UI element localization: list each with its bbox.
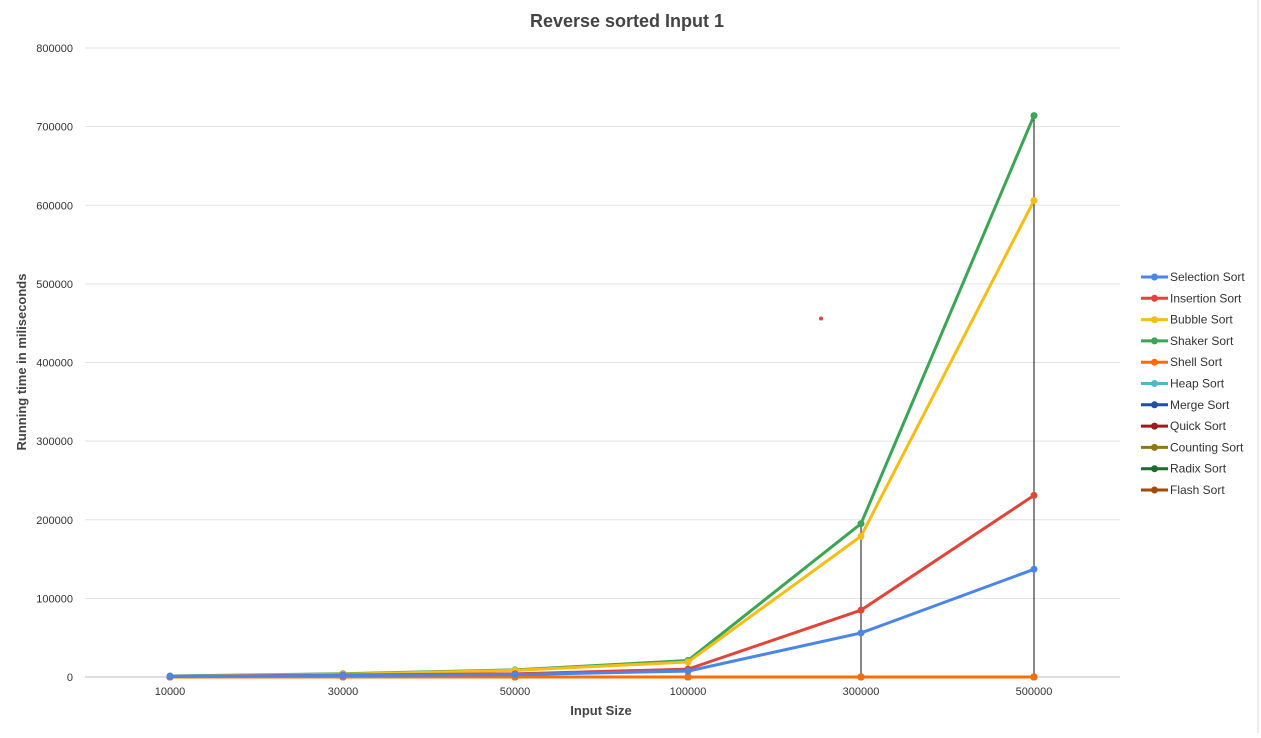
- legend-swatch-point: [1151, 380, 1158, 387]
- legend-label: Insertion Sort: [1170, 291, 1242, 305]
- y-axis-label: Running time in miliseconds: [14, 274, 29, 451]
- y-axis-ticks: 0 100000 200000 300000 400000 500000 600000 700…: [36, 43, 73, 684]
- legend-label: Radix Sort: [1170, 462, 1227, 476]
- series-bubble-sort: [166, 197, 1038, 680]
- legend-item: Counting Sort: [1141, 440, 1244, 454]
- y-tick-label: 200000: [36, 515, 73, 527]
- legend-item: Radix Sort: [1141, 462, 1227, 476]
- y-tick-label: 700000: [36, 122, 73, 134]
- data-point: [1030, 197, 1038, 205]
- legend-label: Bubble Sort: [1170, 313, 1233, 327]
- legend-item: Insertion Sort: [1141, 291, 1242, 305]
- data-point: [857, 606, 865, 614]
- y-tick-label: 600000: [36, 200, 73, 212]
- legend-label: Counting Sort: [1170, 440, 1244, 454]
- legend-swatch-point: [1151, 443, 1158, 451]
- y-tick-label: 400000: [36, 358, 73, 370]
- legend-item: Merge Sort: [1141, 398, 1230, 412]
- y-tick-label: 0: [67, 672, 73, 684]
- chart-title: Reverse sorted Input 1: [530, 11, 724, 31]
- annotation-point: [819, 316, 823, 321]
- grid-layer: [85, 47, 1120, 678]
- series-line: [168, 199, 1036, 678]
- x-tick-label: 50000: [500, 686, 531, 698]
- legend-swatch-point: [1151, 401, 1158, 409]
- data-point: [1030, 565, 1038, 573]
- legend-label: Heap Sort: [1170, 377, 1225, 391]
- y-tick-label: 100000: [36, 593, 73, 605]
- x-tick-label: 500000: [1016, 686, 1053, 698]
- y-tick-label: 800000: [36, 43, 73, 55]
- y-tick-label: 500000: [36, 279, 73, 291]
- x-axis-ticks: 10000 30000 50000 100000 300000 500000: [155, 686, 1053, 698]
- legend-swatch-point: [1151, 422, 1158, 430]
- legend-label: Selection Sort: [1170, 270, 1245, 284]
- data-point: [857, 673, 865, 681]
- legend-swatch-point: [1151, 273, 1158, 281]
- data-point: [1030, 112, 1038, 120]
- data-point: [511, 671, 519, 679]
- series-line: [168, 114, 1036, 678]
- series-line: [168, 493, 1036, 678]
- data-point: [166, 672, 174, 680]
- legend-label: Quick Sort: [1170, 419, 1227, 433]
- legend-item: Quick Sort: [1141, 419, 1227, 433]
- legend-swatch-point: [1151, 337, 1158, 345]
- legend-item: Heap Sort: [1141, 377, 1225, 391]
- legend-swatch-point: [1151, 294, 1158, 302]
- legend-item: Shaker Sort: [1141, 334, 1234, 348]
- series-selection-sort: [166, 565, 1038, 680]
- x-axis-label: Input Size: [570, 703, 631, 718]
- legend-swatch-point: [1151, 465, 1158, 473]
- data-point: [1030, 673, 1038, 681]
- legend-swatch-point: [1151, 358, 1158, 366]
- data-point: [857, 629, 865, 637]
- legend-label: Flash Sort: [1170, 483, 1225, 497]
- x-tick-label: 300000: [843, 686, 880, 698]
- y-tick-label: 300000: [36, 436, 73, 448]
- legend-swatch-point: [1151, 486, 1158, 494]
- data-point: [339, 672, 347, 680]
- data-point: [684, 673, 692, 681]
- series-shaker-sort: [166, 112, 1038, 680]
- legend: Selection Sort Insertion Sort Bubble Sort S…: [1141, 270, 1245, 497]
- data-point: [1030, 491, 1038, 499]
- legend-item: Selection Sort: [1141, 270, 1245, 284]
- series-layer: [166, 112, 1038, 681]
- drop-lines: [687, 115, 1035, 677]
- data-point: [684, 658, 692, 666]
- legend-label: Merge Sort: [1170, 398, 1230, 412]
- legend-item: Flash Sort: [1141, 483, 1225, 497]
- series-line: [168, 567, 1036, 678]
- x-tick-label: 100000: [670, 686, 707, 698]
- x-tick-label: 30000: [328, 686, 359, 698]
- x-tick-label: 10000: [155, 686, 186, 698]
- legend-label: Shaker Sort: [1170, 334, 1234, 348]
- data-point: [857, 532, 865, 540]
- legend-swatch-point: [1151, 316, 1158, 324]
- legend-label: Shell Sort: [1170, 355, 1223, 369]
- data-point: [857, 520, 865, 528]
- data-point: [684, 667, 692, 675]
- legend-item: Shell Sort: [1141, 355, 1223, 369]
- legend-item: Bubble Sort: [1141, 313, 1233, 327]
